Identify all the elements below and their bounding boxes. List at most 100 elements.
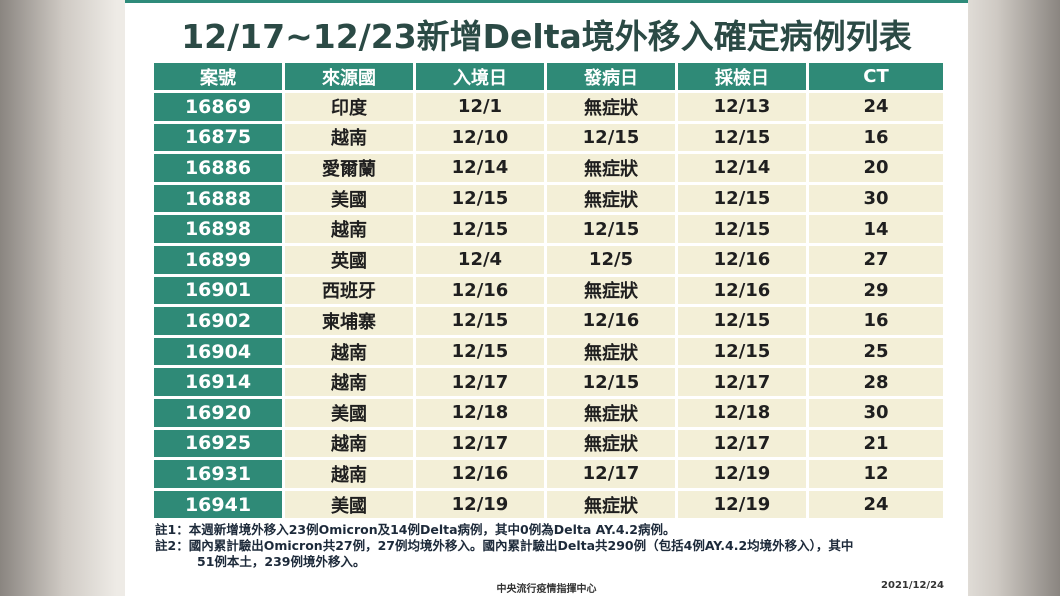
table-cell: 美國 xyxy=(285,398,413,427)
column-header: CT xyxy=(809,63,943,90)
table-row: 16902 柬埔寨 12/15 12/16 12/15 16 xyxy=(154,307,943,335)
table-row: 16899 英國 12/4 12/5 12/16 27 xyxy=(154,245,943,274)
table-cell: 12/15 xyxy=(678,123,806,152)
table-cell: 12/14 xyxy=(678,154,806,182)
table-cell: 越南 xyxy=(285,368,413,396)
table-cell: 24 xyxy=(809,93,943,121)
footer-org: 中央流行疫情指揮中心 xyxy=(496,584,597,595)
table-cell: 12/5 xyxy=(547,245,675,274)
table-cell: 12/15 xyxy=(416,337,544,366)
table-cell: 12/15 xyxy=(678,337,806,366)
table-cell: 16898 xyxy=(154,215,282,243)
column-header: 案號 xyxy=(154,63,282,90)
table-cell: 16925 xyxy=(154,429,282,458)
table-cell: 12/17 xyxy=(678,429,806,458)
table-cell: 16941 xyxy=(154,490,282,519)
table-cell: 16899 xyxy=(154,245,282,274)
table-cell: 12/16 xyxy=(547,307,675,335)
table-cell: 16931 xyxy=(154,460,282,488)
table-row: 16920 美國 12/18 無症狀 12/18 30 xyxy=(154,398,943,427)
table-cell: 無症狀 xyxy=(547,429,675,458)
table-cell: 12/14 xyxy=(416,154,544,182)
table-row: 16869 印度 12/1 無症狀 12/13 24 xyxy=(154,93,943,121)
table-cell: 21 xyxy=(809,429,943,458)
table-cell: 愛爾蘭 xyxy=(285,154,413,182)
table-cell: 16920 xyxy=(154,398,282,427)
column-header: 發病日 xyxy=(547,63,675,90)
table-cell: 越南 xyxy=(285,215,413,243)
table-row: 16914 越南 12/17 12/15 12/17 28 xyxy=(154,368,943,396)
table-cell: 12/19 xyxy=(678,460,806,488)
table-cell: 12/16 xyxy=(416,460,544,488)
table-cell: 12/18 xyxy=(678,398,806,427)
table-cell: 12/15 xyxy=(547,368,675,396)
table-cell: 28 xyxy=(809,368,943,396)
footnote-1: 註1：本週新增境外移入23例Omicron及14例Delta病例，其中0例為De… xyxy=(155,522,676,537)
table-cell: 29 xyxy=(809,276,943,305)
table-cell: 12/15 xyxy=(678,307,806,335)
slide: 12/17~12/23新增Delta境外移入確定病例列表 案號 來源國 入境日 發病日… xyxy=(125,0,968,596)
table-cell: 越南 xyxy=(285,429,413,458)
table-cell: 越南 xyxy=(285,337,413,366)
table-row: 16931 越南 12/16 12/17 12/19 12 xyxy=(154,460,943,488)
column-header: 來源國 xyxy=(285,63,413,90)
table-row: 16875 越南 12/10 12/15 12/15 16 xyxy=(154,123,943,152)
table-cell: 20 xyxy=(809,154,943,182)
table-cell: 30 xyxy=(809,398,943,427)
table-cell: 16869 xyxy=(154,93,282,121)
table-cell: 越南 xyxy=(285,123,413,152)
table-cell: 12/15 xyxy=(416,307,544,335)
table-cell: 12/1 xyxy=(416,93,544,121)
column-header: 採檢日 xyxy=(678,63,806,90)
footnotes: 註1：本週新增境外移入23例Omicron及14例Delta病例，其中0例為De… xyxy=(155,522,955,570)
table-cell: 西班牙 xyxy=(285,276,413,305)
top-accent-bar xyxy=(125,0,968,3)
table-cell: 16875 xyxy=(154,123,282,152)
table-cell: 印度 xyxy=(285,93,413,121)
column-header: 入境日 xyxy=(416,63,544,90)
table-cell: 無症狀 xyxy=(547,398,675,427)
table-cell: 12/15 xyxy=(678,184,806,213)
footnote-2-line-1: 註2：國內累計驗出Omicron共27例，27例均境外移入。國內累計驗出Delt… xyxy=(155,538,854,553)
table-cell: 無症狀 xyxy=(547,93,675,121)
table-cell: 英國 xyxy=(285,245,413,274)
table-header-row: 案號 來源國 入境日 發病日 採檢日 CT xyxy=(154,63,943,90)
table-row: 16925 越南 12/17 無症狀 12/17 21 xyxy=(154,429,943,458)
case-table: 案號 來源國 入境日 發病日 採檢日 CT 16869 印度 12/1 無症狀 12/13 24 16… xyxy=(151,60,946,521)
table-cell: 12/15 xyxy=(547,123,675,152)
table-cell: 無症狀 xyxy=(547,154,675,182)
table-cell: 無症狀 xyxy=(547,337,675,366)
table-body: 16869 印度 12/1 無症狀 12/13 24 16875 越南 12/10 12/15 12… xyxy=(154,93,943,519)
footer-date: 2021/12/24 xyxy=(881,580,944,591)
table-cell: 12/17 xyxy=(678,368,806,396)
table-cell: 柬埔寨 xyxy=(285,307,413,335)
table-cell: 14 xyxy=(809,215,943,243)
table-cell: 16888 xyxy=(154,184,282,213)
table-cell: 12/15 xyxy=(547,215,675,243)
table-cell: 16902 xyxy=(154,307,282,335)
table-cell: 無症狀 xyxy=(547,490,675,519)
table-row: 16901 西班牙 12/16 無症狀 12/16 29 xyxy=(154,276,943,305)
table-cell: 12/16 xyxy=(416,276,544,305)
page-title: 12/17~12/23新增Delta境外移入確定病例列表 xyxy=(181,17,912,56)
table-cell: 美國 xyxy=(285,490,413,519)
table-cell: 12/18 xyxy=(416,398,544,427)
table-cell: 12/17 xyxy=(416,429,544,458)
case-table-container: 案號 來源國 入境日 發病日 採檢日 CT 16869 印度 12/1 無症狀 12/13 24 16… xyxy=(154,60,943,521)
table-cell: 無症狀 xyxy=(547,276,675,305)
table-cell: 12 xyxy=(809,460,943,488)
table-row: 16888 美國 12/15 無症狀 12/15 30 xyxy=(154,184,943,213)
table-cell: 12/15 xyxy=(416,215,544,243)
table-cell: 24 xyxy=(809,490,943,519)
table-row: 16941 美國 12/19 無症狀 12/19 24 xyxy=(154,490,943,519)
table-cell: 16904 xyxy=(154,337,282,366)
table-cell: 美國 xyxy=(285,184,413,213)
footnote-2-line-2: 51例本土，239例境外移入。 xyxy=(197,554,366,569)
table-cell: 12/15 xyxy=(678,215,806,243)
table-cell: 16 xyxy=(809,123,943,152)
table-cell: 16901 xyxy=(154,276,282,305)
table-cell: 12/17 xyxy=(416,368,544,396)
table-cell: 12/4 xyxy=(416,245,544,274)
table-row: 16898 越南 12/15 12/15 12/15 14 xyxy=(154,215,943,243)
